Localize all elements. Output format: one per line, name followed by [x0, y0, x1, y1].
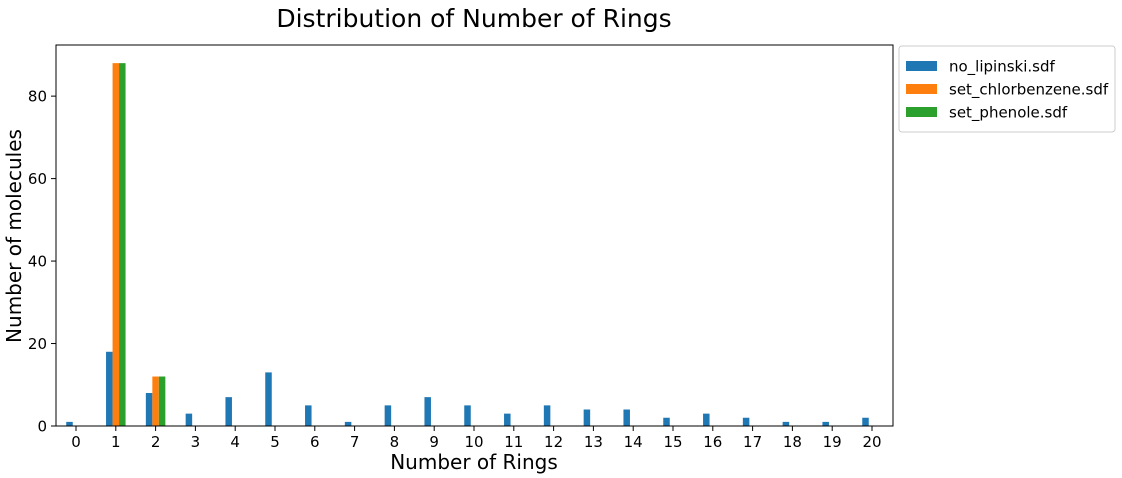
- bar-set-phenole-sdf-2: [158, 376, 166, 426]
- bar-no-lipinski-sdf-6: [305, 405, 312, 426]
- bar-no-lipinski-sdf-9: [424, 397, 431, 426]
- bar-no-lipinski-sdf-2: [145, 393, 153, 426]
- x-axis: 0 1 2 3 4 5 6 7 8 9 10 11 12 13 14 15 16 17 18 19 20: [71, 426, 882, 451]
- bar-no-lipinski-sdf-13: [583, 409, 591, 426]
- bar-set-chlorbenzene-sdf-1: [112, 63, 120, 426]
- x-tick-label: 9: [429, 433, 439, 451]
- x-tick-label: 13: [584, 433, 603, 451]
- bar-no-lipinski-sdf-0: [66, 421, 73, 426]
- bar-no-lipinski-sdf-7: [344, 421, 352, 426]
- bar-no-lipinski-sdf-14: [623, 409, 630, 426]
- x-tick-label: 5: [270, 433, 280, 451]
- x-tick-label: 17: [743, 433, 762, 451]
- x-tick-label: 2: [151, 433, 161, 451]
- x-tick-label: 6: [310, 433, 320, 451]
- bar-no-lipinski-sdf-15: [663, 417, 670, 426]
- bar-no-lipinski-sdf-5: [265, 372, 272, 426]
- bar-no-lipinski-sdf-16: [703, 413, 710, 426]
- bar-no-lipinski-sdf-20: [862, 417, 869, 426]
- legend-frame: [898, 45, 1116, 133]
- bar-set-chlorbenzene-sdf-2: [152, 376, 159, 426]
- bar-set-phenole-sdf-1: [119, 63, 126, 426]
- x-tick-label: 4: [230, 433, 240, 451]
- y-tick-label: 80: [28, 88, 47, 106]
- bar-no-lipinski-sdf-3: [185, 413, 193, 426]
- x-tick-label: 20: [862, 433, 881, 451]
- y-tick-label: 60: [28, 170, 47, 188]
- plot-frame: [55, 44, 894, 427]
- legend-swatch: [906, 61, 937, 71]
- bar-no-lipinski-sdf-18: [782, 421, 790, 426]
- legend: no_lipinski.sdf set_chlorbenzene.sdf set_p…: [898, 45, 1116, 133]
- legend-label: no_lipinski.sdf: [949, 58, 1055, 77]
- y-tick-label: 20: [28, 335, 47, 353]
- x-tick-label: 10: [464, 433, 483, 451]
- x-tick-label: 16: [703, 433, 722, 451]
- y-axis: 0 20 40 60 80: [28, 88, 56, 436]
- y-tick-label: 0: [37, 418, 47, 436]
- bar-no-lipinski-sdf-12: [543, 405, 551, 426]
- x-tick-label: 14: [624, 433, 643, 451]
- legend-label: set_chlorbenzene.sdf: [949, 81, 1109, 100]
- x-tick-label: 18: [783, 433, 802, 451]
- legend-label: set_phenole.sdf: [949, 104, 1068, 123]
- bar-no-lipinski-sdf-19: [822, 421, 829, 426]
- x-tick-label: 1: [111, 433, 121, 451]
- chart-title: Distribution of Number of Rings: [276, 4, 671, 33]
- x-tick-label: 7: [350, 433, 360, 451]
- x-tick-label: 15: [663, 433, 682, 451]
- legend-swatch: [906, 107, 937, 117]
- bar-no-lipinski-sdf-17: [742, 417, 750, 426]
- bar-no-lipinski-sdf-8: [384, 405, 392, 426]
- bars-layer: [66, 63, 869, 426]
- x-tick-label: 0: [71, 433, 81, 451]
- bar-no-lipinski-sdf-10: [464, 405, 471, 426]
- bar-no-lipinski-sdf-11: [504, 413, 511, 426]
- x-tick-label: 3: [191, 433, 201, 451]
- bar-no-lipinski-sdf-4: [225, 397, 232, 426]
- bar-no-lipinski-sdf-1: [106, 351, 113, 426]
- y-tick-label: 40: [28, 253, 47, 271]
- x-tick-label: 8: [390, 433, 400, 451]
- x-tick-label: 11: [504, 433, 523, 451]
- x-axis-label: Number of Rings: [390, 450, 558, 474]
- x-tick-label: 19: [823, 433, 842, 451]
- y-axis-label: Number of molecules: [2, 129, 26, 343]
- x-tick-label: 12: [544, 433, 563, 451]
- legend-swatch: [906, 84, 937, 94]
